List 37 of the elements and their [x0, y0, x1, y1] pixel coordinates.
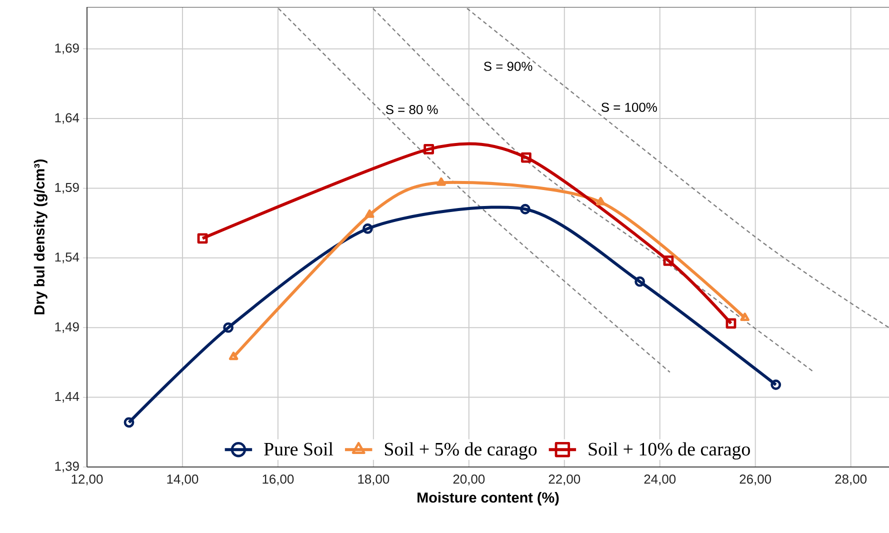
point: [364, 209, 374, 218]
point: [726, 318, 736, 329]
y-tick-label: 1,44: [55, 392, 80, 403]
y-tick-label: 1,54: [55, 252, 80, 264]
x-tick-label: 16,00: [262, 474, 294, 486]
legend-label: Soil + 10% de carago: [588, 442, 750, 460]
x-tick-label: 28,00: [835, 474, 867, 486]
legend-label: Pure Soil: [264, 442, 334, 456]
annotation: S = 90%: [484, 62, 532, 71]
point: [223, 322, 234, 333]
point: [520, 152, 532, 163]
x-tick-label: 24,00: [644, 474, 676, 486]
point: [634, 276, 646, 287]
legend-label: Soil + 5% de carago: [384, 442, 537, 460]
point: [436, 177, 446, 186]
point: [520, 204, 530, 214]
y-tick-label: 1,64: [55, 113, 80, 124]
line-series: [372, 8, 815, 373]
annotation: S = 100%: [601, 102, 657, 112]
point: [596, 196, 606, 206]
y-tick-label: 1,59: [55, 182, 79, 194]
y-tick-label: 1,39: [55, 462, 79, 472]
y-tick-label: 1,49: [55, 322, 79, 333]
x-tick-label: 12,00: [72, 474, 103, 486]
point: [663, 255, 674, 266]
point: [362, 223, 373, 234]
y-tick-label: 1,69: [55, 43, 79, 54]
annotation: S = 80 %: [386, 104, 438, 114]
y-axis-title: Dry bul density (g/cm³): [34, 159, 48, 314]
point: [197, 233, 208, 244]
x-tick-label: 22,00: [548, 474, 580, 486]
x-axis-title: Moisture content (%): [418, 492, 559, 506]
point: [424, 144, 434, 154]
x-tick-label: 26,00: [740, 474, 772, 486]
x-tick-label: 18,00: [358, 474, 390, 486]
x-tick-label: 14,00: [167, 474, 198, 486]
x-tick-label: 20,00: [453, 474, 485, 486]
